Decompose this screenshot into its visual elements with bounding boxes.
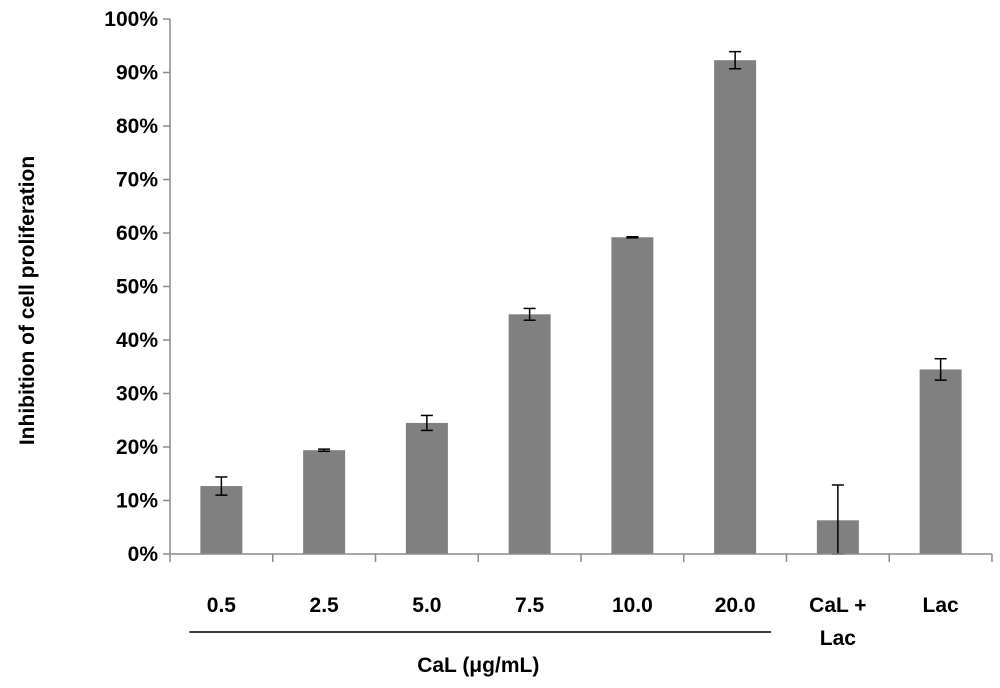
error-bar (729, 50, 742, 70)
error-bar (523, 307, 536, 321)
x-tick-label: 0.5 (207, 594, 237, 617)
x-tick-label: 10.0 (612, 594, 653, 617)
error-bar (626, 235, 639, 239)
x-tick-label: Lac (820, 627, 857, 650)
y-tick-label: 40% (116, 329, 158, 352)
error-bar (934, 357, 947, 381)
y-tick-label: 70% (116, 169, 158, 192)
bar (611, 237, 654, 554)
y-tick-label: 10% (116, 490, 158, 513)
error-bars (215, 50, 947, 555)
y-tick-label: 20% (116, 436, 158, 459)
y-tick-label: 90% (116, 62, 158, 85)
y-tick-label: 0% (128, 543, 159, 566)
error-bar (318, 448, 331, 453)
x-tick-label: 7.5 (515, 594, 545, 617)
y-tick-label: 100% (104, 8, 158, 31)
bar (303, 450, 346, 554)
x-tick-label: Lac (923, 594, 960, 617)
y-axis-title: Inhibition of cell proliferation (16, 156, 39, 445)
bars (200, 60, 962, 554)
y-tick-label: 50% (116, 276, 158, 299)
x-tick-label: 20.0 (715, 594, 756, 617)
bar (919, 369, 962, 554)
x-tick-label: 5.0 (412, 594, 441, 617)
error-bar (420, 414, 433, 432)
x-tick-label: 2.5 (310, 594, 340, 617)
bar (200, 486, 243, 554)
y-tick-label: 80% (116, 115, 158, 138)
y-tick-label: 30% (116, 383, 158, 406)
x-axis-group-label: CaL (μg/mL) (417, 654, 539, 677)
y-tick-label: 60% (116, 222, 158, 245)
error-bar (215, 476, 228, 496)
bar (508, 314, 551, 554)
bar (714, 60, 757, 554)
y-axis: 0% 10% 20% 30% 40% 50% 60% 70% 80% 90% 100% (104, 8, 171, 566)
x-tick-label: CaL + (809, 594, 866, 617)
bar (405, 422, 448, 554)
x-axis: 0.5 2.5 5.0 7.5 10.0 20.0 CaL + Lac Lac (169, 553, 993, 650)
